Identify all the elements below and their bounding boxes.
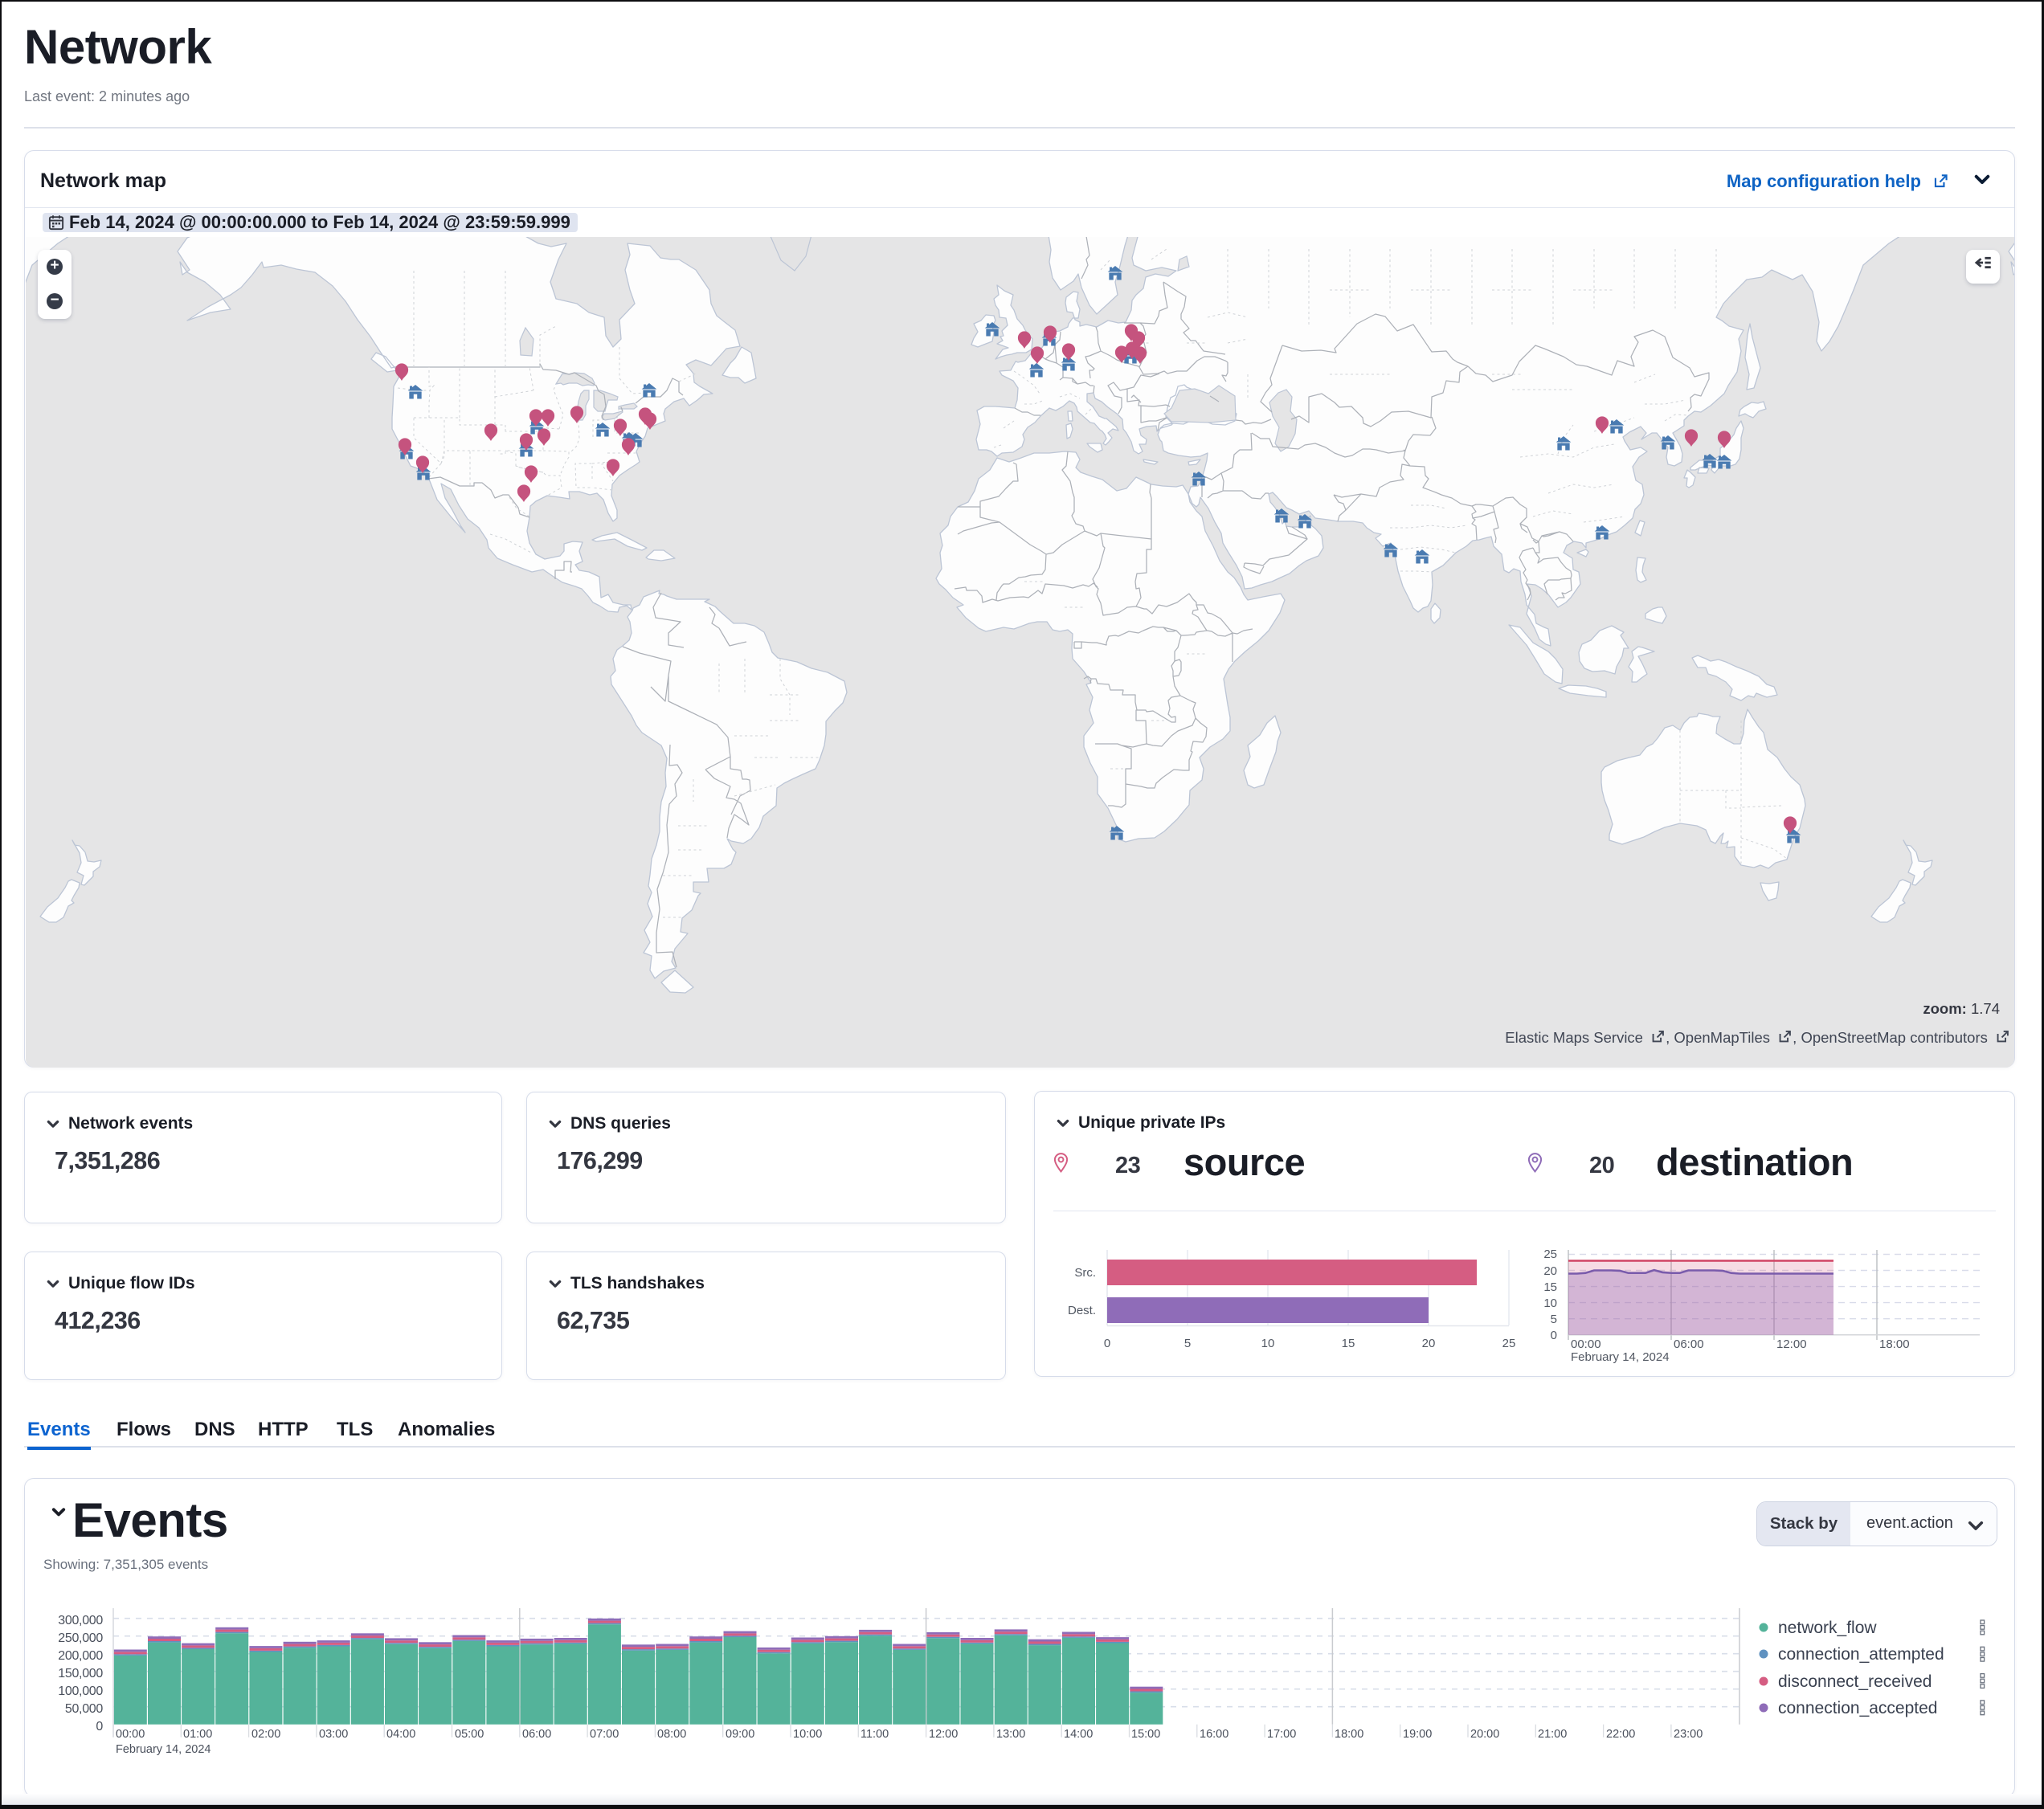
svg-text:300,000: 300,000 (58, 1614, 103, 1627)
svg-text:20: 20 (1422, 1337, 1436, 1350)
svg-text:18:00: 18:00 (1879, 1337, 1910, 1351)
svg-text:17:00: 17:00 (1267, 1728, 1296, 1741)
svg-text:150,000: 150,000 (58, 1667, 103, 1680)
svg-text:25: 25 (1543, 1248, 1557, 1261)
svg-text:25: 25 (1502, 1337, 1516, 1350)
svg-text:06:00: 06:00 (1674, 1337, 1704, 1351)
svg-text:20: 20 (1543, 1264, 1557, 1278)
svg-text:23:00: 23:00 (1674, 1728, 1703, 1741)
svg-text:20:00: 20:00 (1470, 1728, 1499, 1741)
svg-text:15: 15 (1543, 1280, 1557, 1294)
svg-text:network_flow: network_flow (1778, 1619, 1877, 1637)
svg-text:10: 10 (1261, 1337, 1275, 1350)
svg-text:05:00: 05:00 (455, 1728, 484, 1741)
svg-text:50,000: 50,000 (65, 1702, 104, 1716)
svg-text:200,000: 200,000 (58, 1649, 103, 1663)
svg-text:04:00: 04:00 (386, 1728, 415, 1741)
svg-text:02:00: 02:00 (251, 1728, 280, 1741)
svg-text:19:00: 19:00 (1403, 1728, 1432, 1741)
svg-text:01:00: 01:00 (183, 1728, 212, 1741)
svg-text:15:00: 15:00 (1131, 1728, 1160, 1741)
svg-text:Src.: Src. (1074, 1266, 1096, 1280)
svg-text:5: 5 (1551, 1313, 1557, 1326)
svg-text:disconnect_received: disconnect_received (1778, 1672, 1932, 1691)
svg-text:21:00: 21:00 (1538, 1728, 1567, 1741)
svg-text:07:00: 07:00 (590, 1728, 619, 1741)
svg-text:09:00: 09:00 (726, 1728, 754, 1741)
svg-text:February 14, 2024: February 14, 2024 (1571, 1350, 1670, 1364)
svg-text:5: 5 (1184, 1337, 1191, 1350)
svg-text:14:00: 14:00 (1064, 1728, 1093, 1741)
svg-text:06:00: 06:00 (522, 1728, 551, 1741)
svg-text:10:00: 10:00 (793, 1728, 822, 1741)
svg-text:03:00: 03:00 (319, 1728, 348, 1741)
svg-text:12:00: 12:00 (929, 1728, 958, 1741)
svg-text:February 14, 2024: February 14, 2024 (116, 1743, 211, 1756)
svg-text:16:00: 16:00 (1200, 1728, 1228, 1741)
svg-text:11:00: 11:00 (861, 1728, 889, 1741)
svg-text:13:00: 13:00 (996, 1728, 1025, 1741)
svg-text:0: 0 (1551, 1329, 1557, 1342)
svg-text:0: 0 (1104, 1337, 1110, 1350)
svg-text:connection_attempted: connection_attempted (1778, 1645, 1944, 1664)
svg-text:18:00: 18:00 (1335, 1728, 1363, 1741)
svg-text:250,000: 250,000 (58, 1631, 103, 1645)
svg-text:connection_accepted: connection_accepted (1778, 1699, 1938, 1717)
svg-text:08:00: 08:00 (657, 1728, 686, 1741)
svg-text:10: 10 (1543, 1297, 1557, 1310)
svg-text:100,000: 100,000 (58, 1684, 103, 1698)
svg-text:0: 0 (96, 1720, 103, 1733)
svg-text:Dest.: Dest. (1068, 1304, 1096, 1317)
svg-text:12:00: 12:00 (1776, 1337, 1807, 1351)
svg-text:15: 15 (1342, 1337, 1355, 1350)
svg-text:00:00: 00:00 (116, 1728, 145, 1741)
svg-text:00:00: 00:00 (1571, 1337, 1601, 1351)
svg-text:22:00: 22:00 (1606, 1728, 1635, 1741)
